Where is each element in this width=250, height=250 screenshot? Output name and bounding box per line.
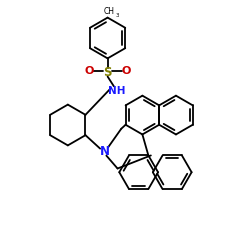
Text: O: O (84, 66, 94, 76)
Text: S: S (103, 66, 112, 78)
Text: CH: CH (103, 6, 114, 16)
Text: O: O (122, 66, 131, 76)
Text: NH: NH (108, 86, 125, 96)
Text: N: N (100, 144, 110, 158)
Text: 3: 3 (115, 12, 119, 18)
